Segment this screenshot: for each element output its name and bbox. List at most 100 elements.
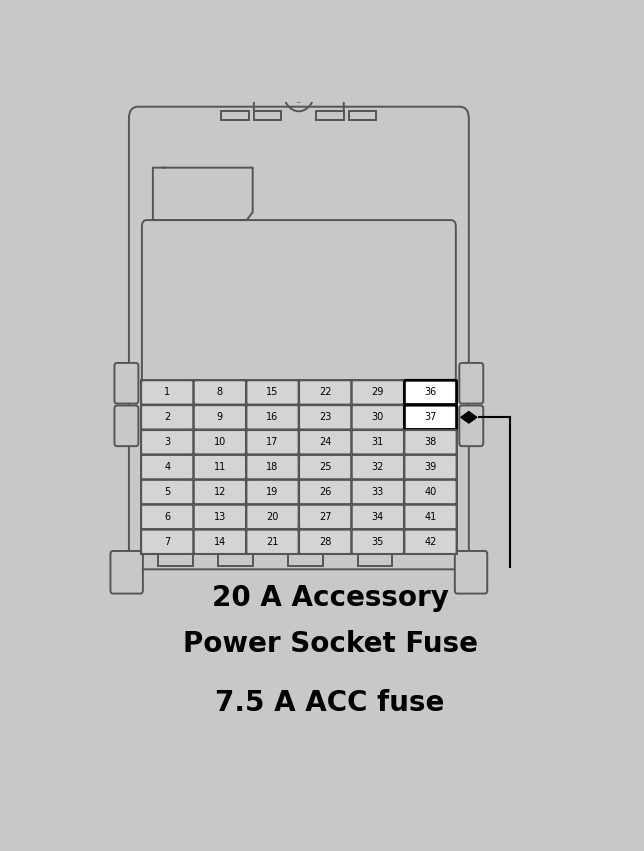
Text: 29: 29 <box>372 387 384 397</box>
FancyBboxPatch shape <box>404 505 457 529</box>
FancyBboxPatch shape <box>194 455 246 479</box>
FancyBboxPatch shape <box>334 424 374 474</box>
FancyBboxPatch shape <box>352 405 404 430</box>
FancyBboxPatch shape <box>247 380 299 404</box>
Text: 16: 16 <box>267 412 279 422</box>
Text: 2: 2 <box>164 412 171 422</box>
FancyBboxPatch shape <box>352 480 404 504</box>
Text: 35: 35 <box>372 537 384 547</box>
Bar <box>305 476 365 508</box>
Text: 11: 11 <box>214 462 226 472</box>
FancyBboxPatch shape <box>247 455 299 479</box>
Text: 40: 40 <box>424 487 437 497</box>
FancyBboxPatch shape <box>459 363 483 403</box>
Text: 15: 15 <box>267 387 279 397</box>
FancyBboxPatch shape <box>111 551 143 594</box>
Text: Power Socket Fuse: Power Socket Fuse <box>182 630 478 658</box>
Bar <box>357 554 392 566</box>
Text: 38: 38 <box>424 437 437 448</box>
FancyBboxPatch shape <box>194 380 246 404</box>
FancyBboxPatch shape <box>352 529 404 554</box>
Bar <box>316 111 344 120</box>
FancyBboxPatch shape <box>141 405 193 430</box>
FancyBboxPatch shape <box>404 380 457 404</box>
Text: 18: 18 <box>267 462 279 472</box>
Text: 8: 8 <box>217 387 223 397</box>
FancyBboxPatch shape <box>299 529 351 554</box>
FancyBboxPatch shape <box>352 505 404 529</box>
Text: 19: 19 <box>267 487 279 497</box>
Bar <box>231 485 238 499</box>
FancyBboxPatch shape <box>247 505 299 529</box>
FancyBboxPatch shape <box>194 480 246 504</box>
Text: 34: 34 <box>372 512 384 522</box>
FancyBboxPatch shape <box>115 363 138 403</box>
Text: 9: 9 <box>217 412 223 422</box>
FancyBboxPatch shape <box>141 455 193 479</box>
Text: 31: 31 <box>372 437 384 448</box>
Text: 23: 23 <box>319 412 332 422</box>
FancyBboxPatch shape <box>247 480 299 504</box>
Text: 5: 5 <box>164 487 171 497</box>
Text: 6: 6 <box>164 512 170 522</box>
FancyBboxPatch shape <box>455 551 488 594</box>
FancyBboxPatch shape <box>299 430 351 454</box>
Polygon shape <box>461 412 477 423</box>
FancyBboxPatch shape <box>146 424 210 474</box>
FancyBboxPatch shape <box>208 424 272 474</box>
FancyBboxPatch shape <box>194 405 246 430</box>
Text: 12: 12 <box>214 487 226 497</box>
Text: 3: 3 <box>164 437 170 448</box>
FancyBboxPatch shape <box>142 220 456 437</box>
FancyBboxPatch shape <box>299 455 351 479</box>
FancyBboxPatch shape <box>194 430 246 454</box>
Text: 4: 4 <box>164 462 170 472</box>
FancyBboxPatch shape <box>271 424 336 474</box>
Text: 17: 17 <box>267 437 279 448</box>
Text: 28: 28 <box>319 537 332 547</box>
Text: 14: 14 <box>214 537 226 547</box>
Text: 30: 30 <box>372 412 384 422</box>
FancyBboxPatch shape <box>352 455 404 479</box>
Bar <box>141 380 457 554</box>
Bar <box>365 485 373 499</box>
Bar <box>298 485 306 499</box>
FancyBboxPatch shape <box>141 380 193 404</box>
Text: 32: 32 <box>372 462 384 472</box>
FancyBboxPatch shape <box>404 430 457 454</box>
FancyBboxPatch shape <box>352 430 404 454</box>
FancyBboxPatch shape <box>115 406 138 446</box>
FancyBboxPatch shape <box>459 406 483 446</box>
Text: 13: 13 <box>214 512 226 522</box>
FancyBboxPatch shape <box>247 405 299 430</box>
Text: 39: 39 <box>424 462 437 472</box>
Text: 21: 21 <box>267 537 279 547</box>
FancyBboxPatch shape <box>129 106 469 569</box>
Bar <box>222 111 249 120</box>
FancyBboxPatch shape <box>141 529 193 554</box>
Text: 20: 20 <box>267 512 279 522</box>
FancyBboxPatch shape <box>352 380 404 404</box>
FancyBboxPatch shape <box>404 480 457 504</box>
FancyBboxPatch shape <box>194 505 246 529</box>
Bar <box>170 476 231 508</box>
Text: 37: 37 <box>424 412 437 422</box>
FancyBboxPatch shape <box>141 505 193 529</box>
Text: 10: 10 <box>214 437 226 448</box>
Bar <box>218 554 252 566</box>
FancyBboxPatch shape <box>299 480 351 504</box>
Text: 1: 1 <box>164 387 170 397</box>
FancyBboxPatch shape <box>404 455 457 479</box>
Text: 33: 33 <box>372 487 384 497</box>
FancyBboxPatch shape <box>299 380 351 404</box>
Text: 7: 7 <box>164 537 171 547</box>
Text: 27: 27 <box>319 512 332 522</box>
FancyBboxPatch shape <box>404 529 457 554</box>
Text: 24: 24 <box>319 437 332 448</box>
FancyBboxPatch shape <box>194 529 246 554</box>
FancyBboxPatch shape <box>141 430 193 454</box>
Text: 42: 42 <box>424 537 437 547</box>
Bar <box>254 111 281 120</box>
Text: 26: 26 <box>319 487 332 497</box>
Text: 20 A Accessory: 20 A Accessory <box>212 584 448 612</box>
